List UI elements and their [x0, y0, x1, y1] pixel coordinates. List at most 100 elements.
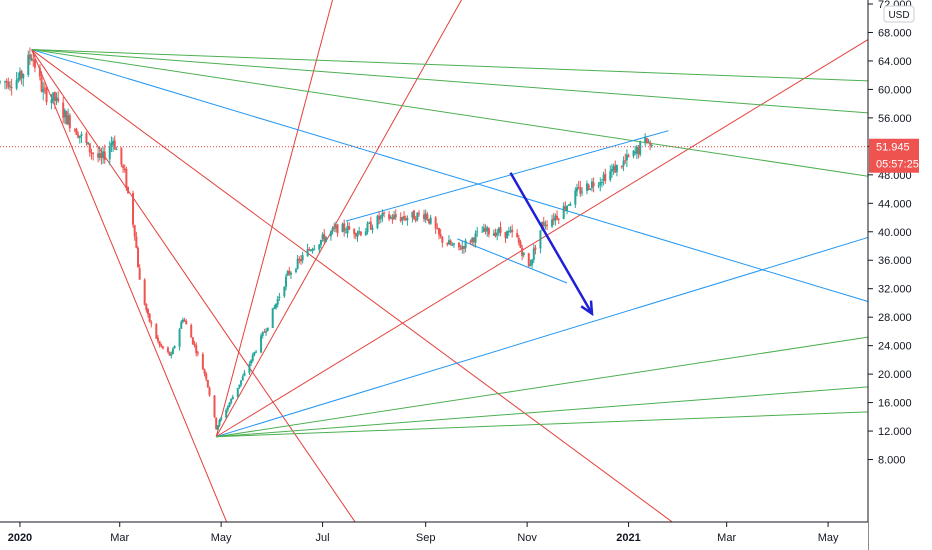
candle-body: [296, 258, 299, 269]
trend-line[interactable]: [31, 49, 237, 546]
time-tick-label: May: [211, 532, 232, 544]
trend-line[interactable]: [31, 49, 372, 546]
candle-body: [62, 102, 65, 118]
arrow-shaft[interactable]: [509, 172, 594, 315]
time-tick-label: 2021: [616, 532, 640, 544]
candle-body: [90, 152, 93, 154]
candle-body: [394, 214, 397, 218]
currency-badge[interactable]: USD: [883, 5, 915, 23]
candle-body: [459, 248, 462, 250]
candle-body: [201, 353, 204, 370]
candle-body: [481, 231, 484, 233]
candle-body: [506, 231, 509, 239]
candle-body: [123, 168, 126, 170]
trend-line[interactable]: [31, 49, 869, 302]
candle-body: [622, 160, 625, 166]
trend-line[interactable]: [31, 49, 869, 114]
trend-line[interactable]: [216, 411, 869, 438]
candle-body: [356, 232, 359, 237]
candle-body: [313, 248, 316, 250]
candle-body: [55, 97, 58, 102]
candle-body: [391, 217, 394, 220]
last-price-value: 51.945: [876, 142, 910, 154]
time-tick-label: Mar: [110, 532, 129, 544]
candle-body: [366, 223, 369, 233]
candle-body: [260, 335, 263, 353]
candle-body: [216, 425, 219, 430]
trend-line[interactable]: [31, 49, 704, 546]
price-tick-label: 32.000: [878, 284, 912, 296]
candle-body: [190, 325, 193, 338]
candle-body: [634, 152, 637, 154]
candle-body: [452, 243, 455, 245]
price-tick-label: 64.000: [878, 56, 912, 68]
candle-body: [15, 80, 18, 89]
candle-body: [484, 228, 487, 231]
candle-body: [278, 296, 281, 299]
candle-body: [73, 129, 76, 131]
candle-body: [213, 395, 216, 418]
candle-body: [434, 217, 437, 229]
candle-body: [0, 81, 1, 83]
candle-body: [253, 352, 256, 355]
candle-body: [50, 99, 53, 104]
trend-line[interactable]: [215, 39, 869, 438]
candle-body: [5, 80, 8, 83]
candle-body: [32, 60, 35, 62]
candle-body: [161, 346, 164, 349]
candle-body: [569, 203, 572, 206]
price-tick-label: 12.000: [878, 426, 912, 438]
candle-body: [562, 205, 565, 219]
trend-line[interactable]: [215, 0, 507, 437]
price-tick-label: 68.000: [878, 27, 912, 39]
trend-line[interactable]: [31, 49, 869, 82]
candle-body: [193, 344, 196, 346]
candle-body: [17, 78, 20, 81]
trend-line[interactable]: [216, 336, 869, 438]
candle-body: [416, 212, 419, 220]
candle-body: [359, 231, 362, 236]
candle-body: [426, 214, 429, 220]
trend-line[interactable]: [216, 236, 869, 438]
bar-countdown: 05:57:25: [876, 159, 919, 171]
candle-body: [532, 248, 535, 260]
candle-body: [8, 85, 11, 87]
candle-body: [298, 259, 301, 261]
candle-body: [241, 376, 244, 381]
candle-body: [428, 219, 431, 224]
candle-body: [579, 187, 582, 194]
candle-body: [173, 346, 176, 349]
candle-body: [155, 324, 158, 339]
price-tick-label: 48.000: [878, 170, 912, 182]
time-scale[interactable]: 2020 Mar May Jul Sep Nov 2021 Mar May: [8, 522, 839, 544]
candle-body: [183, 320, 186, 322]
candle-body: [276, 298, 279, 305]
currency-badge-frame: [883, 5, 915, 23]
channel-line[interactable]: [345, 130, 669, 222]
candle-body: [446, 243, 449, 245]
candle-body: [590, 181, 593, 189]
candle-body: [3, 81, 6, 83]
candle-body: [567, 204, 570, 206]
candle-body: [132, 193, 135, 225]
candle-body: [324, 236, 327, 242]
candle-body: [424, 213, 427, 220]
candle-body: [534, 247, 537, 250]
arrow-head[interactable]: [580, 300, 594, 317]
candle-body: [399, 217, 402, 221]
time-tick-label: 2020: [8, 532, 32, 544]
candle-body: [376, 215, 379, 229]
candle-body: [102, 151, 105, 158]
time-tick-label: Sep: [416, 532, 436, 544]
trend-line[interactable]: [31, 49, 869, 177]
candle-body: [379, 215, 382, 219]
candle-body: [564, 206, 567, 210]
candle-body: [77, 134, 80, 138]
candle-body: [457, 242, 460, 248]
trend-line[interactable]: [216, 386, 869, 438]
candle-body: [311, 249, 314, 252]
candle-body: [620, 166, 623, 168]
candle-body: [40, 77, 43, 92]
candle-body: [205, 373, 208, 380]
trend-line[interactable]: [215, 0, 354, 437]
